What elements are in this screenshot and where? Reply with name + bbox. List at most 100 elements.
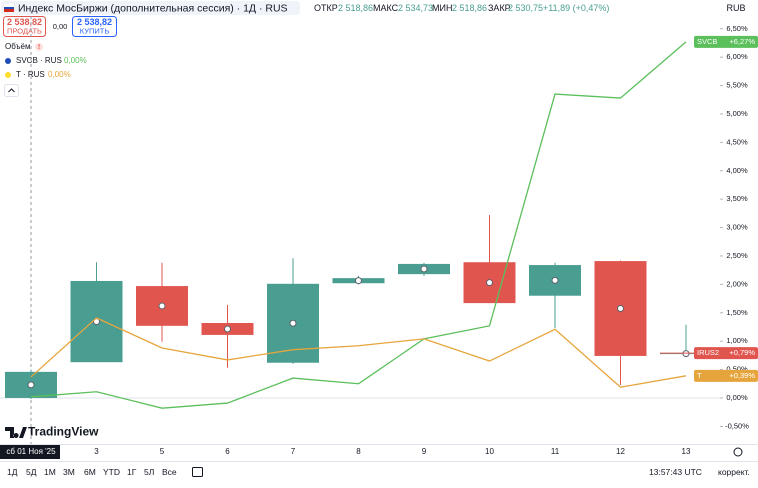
buy-button[interactable] (72, 16, 117, 37)
x-crosshair-label-box (0, 445, 60, 459)
y-tick-label: 2,00% (726, 279, 748, 288)
legend-volume[interactable]: Объём (5, 42, 31, 51)
logo-icon (5, 427, 27, 438)
y-tick-label: 2,50% (726, 251, 748, 260)
x-tick-label: 3 (94, 447, 99, 456)
candle-dot (224, 325, 231, 333)
ohlc-label: МИН (432, 3, 452, 13)
y-tick-label: 3,50% (726, 194, 748, 203)
candle-dot (551, 276, 559, 284)
period-button[interactable]: 5Д (26, 467, 37, 477)
price-tag-name: IRUS2 (697, 348, 719, 357)
price-tag: T +0,39% (694, 369, 758, 382)
legend-value: 0,00% (48, 70, 71, 79)
ohlc-value: 2 534,73 (398, 3, 433, 13)
period-button[interactable]: 1Г (127, 467, 137, 477)
y-tick-label: 1,50% (726, 308, 748, 317)
price-tag: IRUS2 +0,79% (694, 347, 758, 360)
flag (4, 9, 14, 12)
sell-button[interactable] (3, 16, 46, 37)
y-tick-label: 4,00% (726, 166, 748, 175)
x-tick-label: 9 (422, 447, 427, 456)
ohlc-value: 2 530,75 (508, 3, 543, 13)
warning-icon[interactable] (35, 43, 43, 51)
sell-label: ПРОДАТЬ (7, 26, 42, 35)
candle-dot (355, 277, 362, 285)
period-button[interactable]: 5Л (144, 467, 154, 477)
x-tick-label: 5 (160, 447, 165, 456)
spread: 0,00 (53, 22, 68, 31)
price-tag-value: +0,79% (729, 348, 755, 357)
x-tick-label: 12 (616, 447, 625, 456)
title-box[interactable] (1, 1, 300, 15)
x-tick-label: 8 (356, 447, 361, 456)
x-tick-label: сб 01 Ноя '25 (6, 447, 56, 456)
line-series (30, 41, 687, 409)
y-tick-label: 4,50% (726, 137, 748, 146)
legend-icon (5, 72, 11, 78)
plot-area (0, 41, 720, 409)
ohlc-label: ЗАКР (488, 3, 511, 13)
price-tag-name: SVCB (697, 37, 717, 46)
period-button[interactable]: 6М (84, 467, 96, 477)
y-tick-label: 1,00% (726, 336, 748, 345)
legend-icon (5, 58, 11, 64)
calendar-icon[interactable] (192, 467, 203, 477)
legend-name[interactable]: T · RUS (16, 70, 45, 79)
ohlc-label: ОТКР (314, 3, 338, 13)
price-tag-box (694, 347, 758, 360)
x-tick-label: 6 (225, 447, 230, 456)
warning-icon: ! (38, 44, 40, 51)
period-button[interactable]: YTD (103, 467, 120, 477)
x-tick-label: 13 (682, 447, 691, 456)
x-tick-label: 10 (485, 447, 494, 456)
price-tag-name: T (697, 371, 702, 380)
candle-dot (158, 302, 166, 310)
candle-dot (420, 265, 428, 273)
x-tick-label: 7 (291, 447, 296, 456)
ohlc-value: 2 518,86 (338, 3, 373, 13)
candle-dot (27, 381, 35, 389)
y-tick-label: 5,00% (726, 109, 748, 118)
legend-name[interactable]: SVCB · RUS (16, 56, 62, 65)
collapse-button[interactable] (4, 84, 19, 97)
period-button[interactable]: Все (162, 467, 177, 477)
buy-label: КУПИТЬ (80, 26, 110, 35)
legend-value: 0,00% (64, 56, 87, 65)
y-tick-label: -0,50% (725, 421, 749, 430)
line-series (30, 317, 687, 388)
price-tag-box (694, 369, 758, 382)
y-tick-label: 6,00% (726, 52, 748, 61)
period-button[interactable]: 3М (63, 467, 75, 477)
ohlc-change: +11,89 (+0,47%) (543, 3, 609, 13)
price-tag-value: +6,27% (729, 37, 755, 46)
sell-price: 2 538,82 (7, 17, 42, 27)
candle-dot (617, 305, 624, 313)
symbol-title[interactable]: Индекс МосБиржи (дополнительная сессия) … (18, 2, 288, 14)
candle-dot (486, 279, 493, 287)
ohlc-value: 2 518,86 (452, 3, 487, 13)
adjust-button[interactable]: коррект. (718, 467, 750, 477)
settings-icon[interactable] (733, 447, 743, 457)
price-tag: SVCB +6,27% (694, 35, 758, 48)
y-tick-label: 0,00% (726, 393, 748, 402)
logo-text[interactable]: TradingView (28, 425, 99, 439)
ohlc-label: МАКС (373, 3, 399, 13)
candle-dot (289, 319, 297, 327)
y-tick-label: 5,50% (726, 81, 748, 90)
y-tick-label: 3,00% (726, 223, 748, 232)
y-tick-label: 0,50% (726, 365, 748, 374)
buy-price: 2 538,82 (77, 17, 112, 27)
y-tick-label: 6,50% (726, 24, 748, 33)
price-tag-value: +0,39% (729, 371, 755, 380)
period-button[interactable]: 1М (44, 467, 56, 477)
price-tag-box (694, 35, 758, 48)
x-tick-label: 11 (551, 447, 560, 456)
currency[interactable]: RUB (726, 3, 745, 13)
period-bar: 1Д 5Д 1М 3М 6М YTD 1Г 5Л Все (7, 467, 177, 477)
period-button[interactable]: 1Д (7, 467, 18, 477)
flag (4, 4, 14, 7)
collapse-icon (8, 88, 15, 93)
clock: 13:57:43 UTC (649, 467, 702, 477)
